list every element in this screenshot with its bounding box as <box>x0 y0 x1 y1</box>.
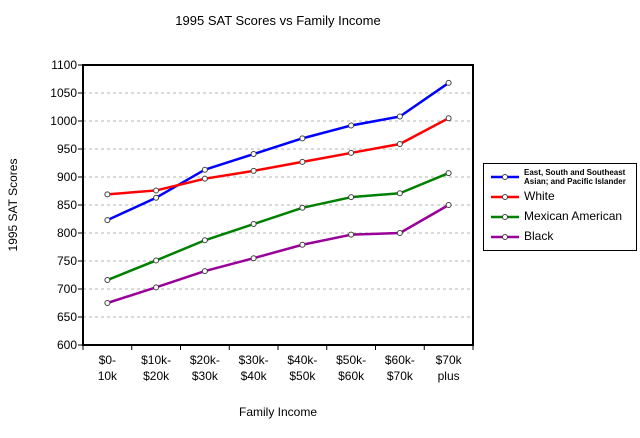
x-category-label: $70k plus <box>435 353 462 383</box>
data-point-marker <box>250 167 257 174</box>
x-category-label: $60k- $70k <box>384 353 415 383</box>
data-point-marker <box>348 122 355 129</box>
legend-line-marker-icon <box>491 233 519 240</box>
data-point-marker <box>348 194 355 201</box>
data-point-marker <box>396 140 403 147</box>
y-tick-label: 1000 <box>50 114 77 128</box>
x-category-label: $30k- $40k <box>238 353 269 383</box>
data-point-marker <box>299 135 306 142</box>
data-point-marker <box>104 191 111 198</box>
data-point-marker <box>396 113 403 120</box>
data-point-marker <box>445 170 452 177</box>
x-category-label: $40k- $50k <box>287 353 318 383</box>
legend: East, South and Southeast ​Asian; and Pa… <box>483 163 637 251</box>
data-point-marker <box>104 300 111 306</box>
legend-label: White <box>524 189 555 203</box>
series-line <box>106 203 450 305</box>
data-point-marker <box>445 115 452 122</box>
legend-item: White <box>490 187 632 206</box>
legend-line-marker-icon <box>491 213 519 220</box>
data-point-marker <box>250 255 257 262</box>
chart-title: 1995 SAT Scores vs Family Income <box>175 13 381 28</box>
y-tick-label: 850 <box>56 198 77 212</box>
y-tick-label: 750 <box>56 254 77 268</box>
y-tick-label: 1100 <box>51 58 77 72</box>
data-point-marker <box>201 166 208 173</box>
y-tick-label: 700 <box>56 282 77 296</box>
data-point-marker <box>299 204 306 211</box>
data-point-marker <box>201 175 208 182</box>
series-line <box>107 117 450 196</box>
y-tick-label: 600 <box>56 338 77 352</box>
y-tick-label: 950 <box>56 142 77 156</box>
data-point-marker <box>348 231 355 238</box>
x-category-label: $20k- $30k <box>189 353 220 383</box>
plot-border <box>82 64 474 346</box>
legend-item: East, South and Southeast ​Asian; and Pa… <box>490 168 632 186</box>
legend-item: Mexican American <box>490 207 632 226</box>
data-point-marker <box>201 237 208 244</box>
data-point-marker <box>396 190 403 197</box>
data-point-marker <box>299 158 306 165</box>
series-line <box>106 81 450 222</box>
legend-item: Black <box>490 227 632 246</box>
y-tick-label: 800 <box>56 226 77 240</box>
y-tick-label: 900 <box>56 170 77 184</box>
data-point-marker <box>153 284 160 291</box>
data-point-marker <box>445 202 452 208</box>
data-point-marker <box>299 241 306 248</box>
data-point-marker <box>201 268 208 275</box>
x-category-label: $0- 10k <box>97 353 118 383</box>
data-point-marker <box>153 194 160 201</box>
y-tick-label: 650 <box>56 310 77 324</box>
data-point-marker <box>396 230 403 236</box>
x-category-label: $50k- $60k <box>336 353 367 383</box>
legend-label: East, South and Southeast ​Asian; and Pa… <box>524 168 628 186</box>
data-point-marker <box>153 257 160 264</box>
legend-line-marker-icon <box>491 174 519 180</box>
data-point-marker <box>348 149 355 156</box>
data-point-marker <box>153 187 160 194</box>
data-point-marker <box>445 79 452 86</box>
legend-line-marker-icon <box>491 193 519 200</box>
y-tick-label: 1050 <box>50 86 77 100</box>
data-point-marker <box>250 221 257 228</box>
legend-label: Black <box>524 229 554 243</box>
series-line <box>106 171 450 282</box>
x-category-label: $10k- $20k <box>141 353 172 383</box>
data-point-marker <box>250 151 257 158</box>
x-axis-title: Family Income <box>238 405 318 419</box>
data-point-marker <box>104 217 111 224</box>
legend-label: Mexican American <box>524 209 623 223</box>
data-point-marker <box>104 277 111 284</box>
